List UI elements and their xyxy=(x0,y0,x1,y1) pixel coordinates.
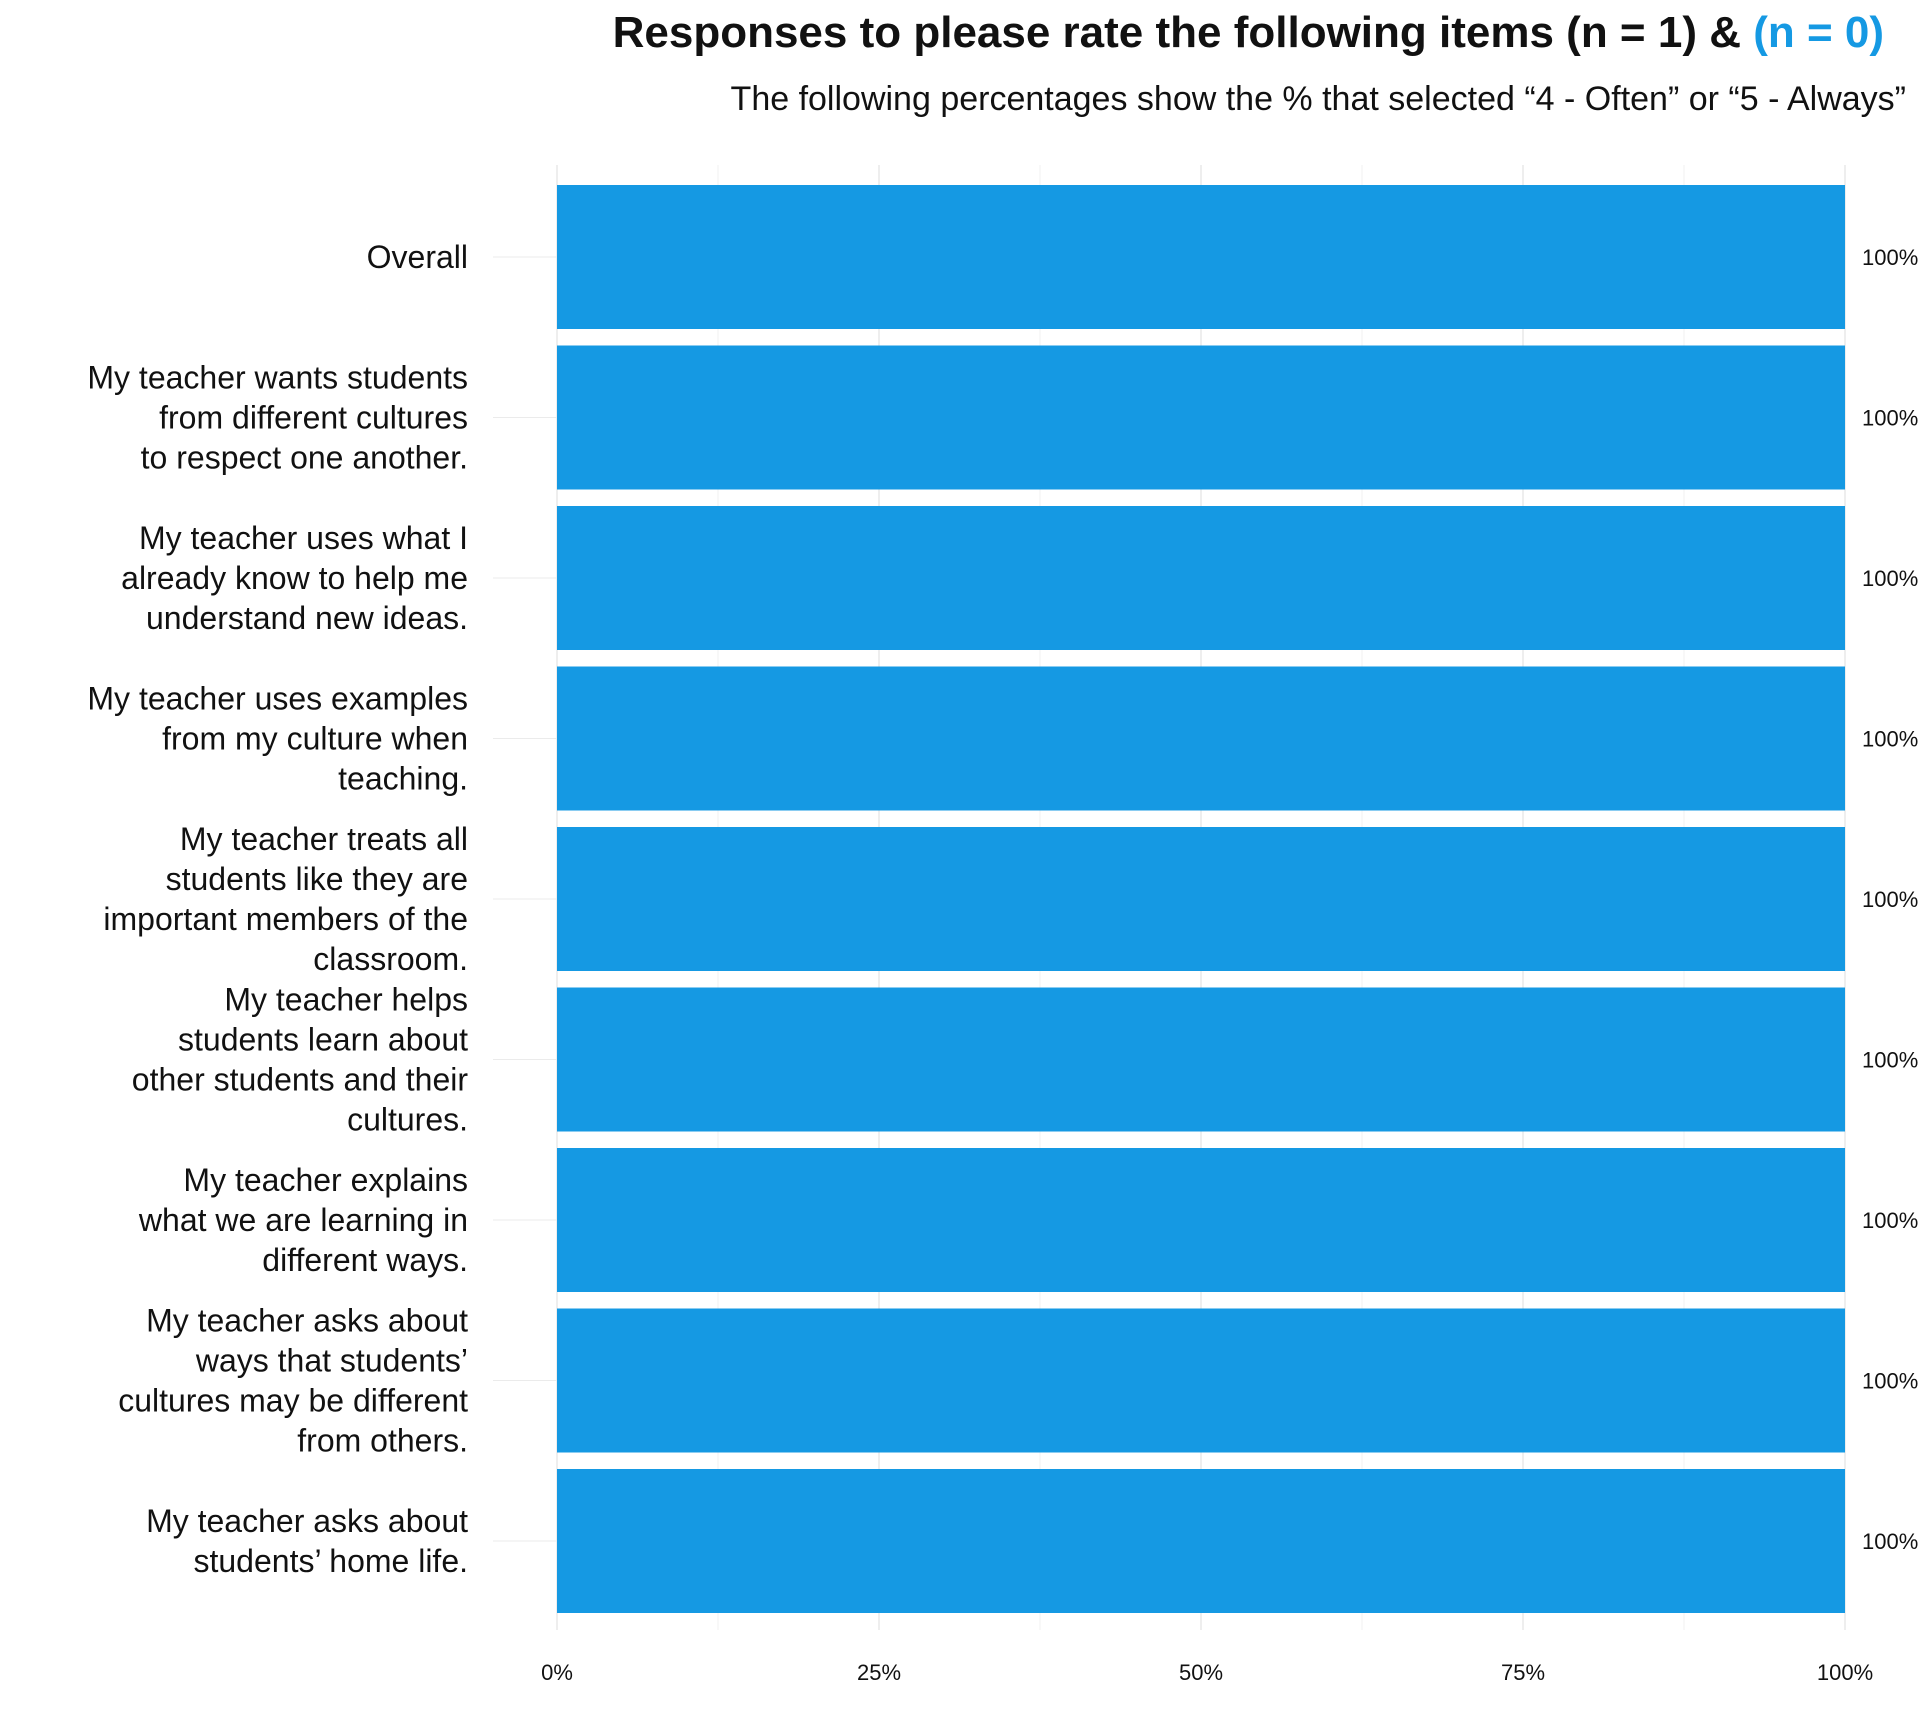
bar xyxy=(557,1148,1845,1292)
category-label-line: already know to help me xyxy=(121,560,468,596)
category-label-line: My teacher helps xyxy=(224,982,468,1018)
category-label-line: cultures. xyxy=(347,1102,468,1138)
x-axis-tick-labels: 0% 25% 50% 75% 100% xyxy=(541,1660,1873,1685)
category-label: My teacher asks about ways that students’… xyxy=(118,1303,468,1459)
value-label: 100% xyxy=(1862,1048,1918,1073)
chart-subtitle: The following percentages show the % tha… xyxy=(730,80,1906,118)
category-label: My teacher asks about students’ home life… xyxy=(146,1503,468,1579)
value-label: 100% xyxy=(1862,887,1918,912)
category-label-line: different ways. xyxy=(262,1242,468,1278)
category-label: My teacher explains what we are learning … xyxy=(138,1162,468,1278)
bar xyxy=(557,345,1845,490)
x-tick-label: 25% xyxy=(857,1660,901,1685)
category-label-line: from others. xyxy=(297,1423,468,1459)
x-tick-label: 75% xyxy=(1501,1660,1545,1685)
value-label: 100% xyxy=(1862,566,1918,591)
category-label-line: My teacher asks about xyxy=(146,1503,468,1539)
bar-layer xyxy=(557,185,1845,1613)
category-label-line: My teacher uses what I xyxy=(139,520,468,556)
bar xyxy=(557,1308,1845,1453)
category-label-line: students like they are xyxy=(166,861,468,897)
bar xyxy=(557,666,1845,811)
category-label-line: from different cultures xyxy=(159,400,468,436)
category-label-line: ways that students’ xyxy=(195,1343,468,1379)
category-label: My teacher uses what I already know to he… xyxy=(121,520,468,636)
category-label: My teacher helps students learn about othe… xyxy=(132,982,469,1138)
category-label-line: to respect one another. xyxy=(141,440,468,476)
x-tick-label: 0% xyxy=(541,1660,573,1685)
category-label: My teacher uses examples from my culture … xyxy=(87,681,468,797)
category-label-line: from my culture when xyxy=(162,721,468,757)
category-label: Overall xyxy=(367,239,468,275)
value-label: 100% xyxy=(1862,1208,1918,1233)
category-label-line: My teacher wants students xyxy=(87,360,468,396)
category-labels: Overall My teacher wants students from dif… xyxy=(87,239,468,1579)
chart-title: Responses to please rate the following i… xyxy=(613,8,1884,58)
value-label: 100% xyxy=(1862,1369,1918,1394)
category-label-line: My teacher explains xyxy=(183,1162,468,1198)
category-label-line: My teacher asks about xyxy=(146,1303,468,1339)
bar xyxy=(557,987,1845,1132)
category-label-line: important members of the xyxy=(103,901,468,937)
category-label-line: students learn about xyxy=(178,1022,468,1058)
category-label-line: My teacher uses examples xyxy=(87,681,468,717)
category-label: My teacher wants students from different … xyxy=(87,360,468,476)
category-label-line: students’ home life. xyxy=(193,1543,468,1579)
value-label: 100% xyxy=(1862,406,1918,431)
bar xyxy=(557,185,1845,329)
value-label: 100% xyxy=(1862,1529,1918,1554)
x-tick-label: 50% xyxy=(1179,1660,1223,1685)
chart-title-main: Responses to please rate the following i… xyxy=(612,8,1754,57)
bar xyxy=(557,506,1845,650)
value-label: 100% xyxy=(1862,245,1918,270)
category-label-line: understand new ideas. xyxy=(146,600,468,636)
x-tick-label: 100% xyxy=(1817,1660,1873,1685)
bar xyxy=(557,1469,1845,1613)
category-label-line: other students and their xyxy=(132,1062,469,1098)
category-label-line: cultures may be different xyxy=(118,1383,468,1419)
bar xyxy=(557,827,1845,971)
category-label-line: classroom. xyxy=(313,941,468,977)
category-label-line: My teacher treats all xyxy=(180,821,468,857)
category-label-line: Overall xyxy=(367,239,468,275)
category-label-line: teaching. xyxy=(338,761,468,797)
chart-title-accent: (n = 0) xyxy=(1753,8,1884,57)
value-label: 100% xyxy=(1862,727,1918,752)
category-label: My teacher treats all students like they … xyxy=(103,821,468,977)
category-label-line: what we are learning in xyxy=(138,1202,468,1238)
value-labels: 100% 100% 100% 100% 100% 100% 100% 100% 100% xyxy=(1862,245,1918,1554)
